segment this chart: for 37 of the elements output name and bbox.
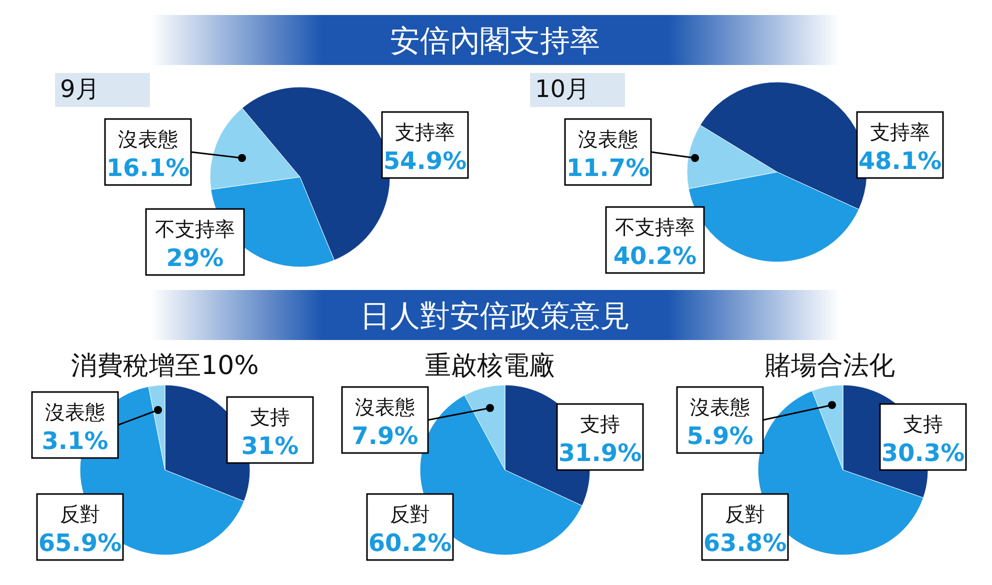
chart-title: 重啟核電廠 xyxy=(425,351,555,381)
slice-label: 支持 xyxy=(580,412,620,436)
data-label: 48.1% xyxy=(858,147,942,175)
data-label: 30.3% xyxy=(881,439,965,467)
data-label: 63.8% xyxy=(703,529,787,557)
data-label: 54.9% xyxy=(383,147,467,175)
data-label: 5.9% xyxy=(686,422,754,450)
data-label: 60.2% xyxy=(368,529,452,557)
chart-title: 9月 xyxy=(60,75,100,103)
data-label: 3.1% xyxy=(42,427,108,455)
slice-label: 沒表態 xyxy=(45,400,105,424)
slice-label: 沒表態 xyxy=(690,395,750,419)
text: 日人對安倍政策意見 xyxy=(360,299,630,334)
slice-label: 沒表態 xyxy=(355,395,415,419)
data-label: 29% xyxy=(166,244,224,272)
slice-label: 反對 xyxy=(390,502,430,526)
slice-label: 反對 xyxy=(725,502,765,526)
data-label: 31.9% xyxy=(558,439,642,467)
slice-label: 支持率 xyxy=(870,120,930,144)
chart-title: 10月 xyxy=(535,75,590,103)
chart-title: 消費稅增至10% xyxy=(71,351,259,381)
data-label: 40.2% xyxy=(613,242,697,270)
data-label: 11.7% xyxy=(566,154,650,182)
slice-label: 沒表態 xyxy=(118,127,178,151)
slice-label: 反對 xyxy=(60,502,100,526)
chart-title: 賭場合法化 xyxy=(765,351,895,381)
slice-label: 支持率 xyxy=(395,120,455,144)
text: 安倍內閣支持率 xyxy=(390,24,600,59)
slice-label: 不支持率 xyxy=(155,217,235,241)
data-label: 65.9% xyxy=(38,529,122,557)
data-label: 7.9% xyxy=(352,422,418,450)
slice-label: 支持 xyxy=(903,412,943,436)
slice-label: 不支持率 xyxy=(615,215,695,239)
data-label: 16.1% xyxy=(106,154,190,182)
slice-label: 支持 xyxy=(250,405,290,429)
slice-label: 沒表態 xyxy=(578,127,638,151)
data-label: 31% xyxy=(241,432,299,460)
